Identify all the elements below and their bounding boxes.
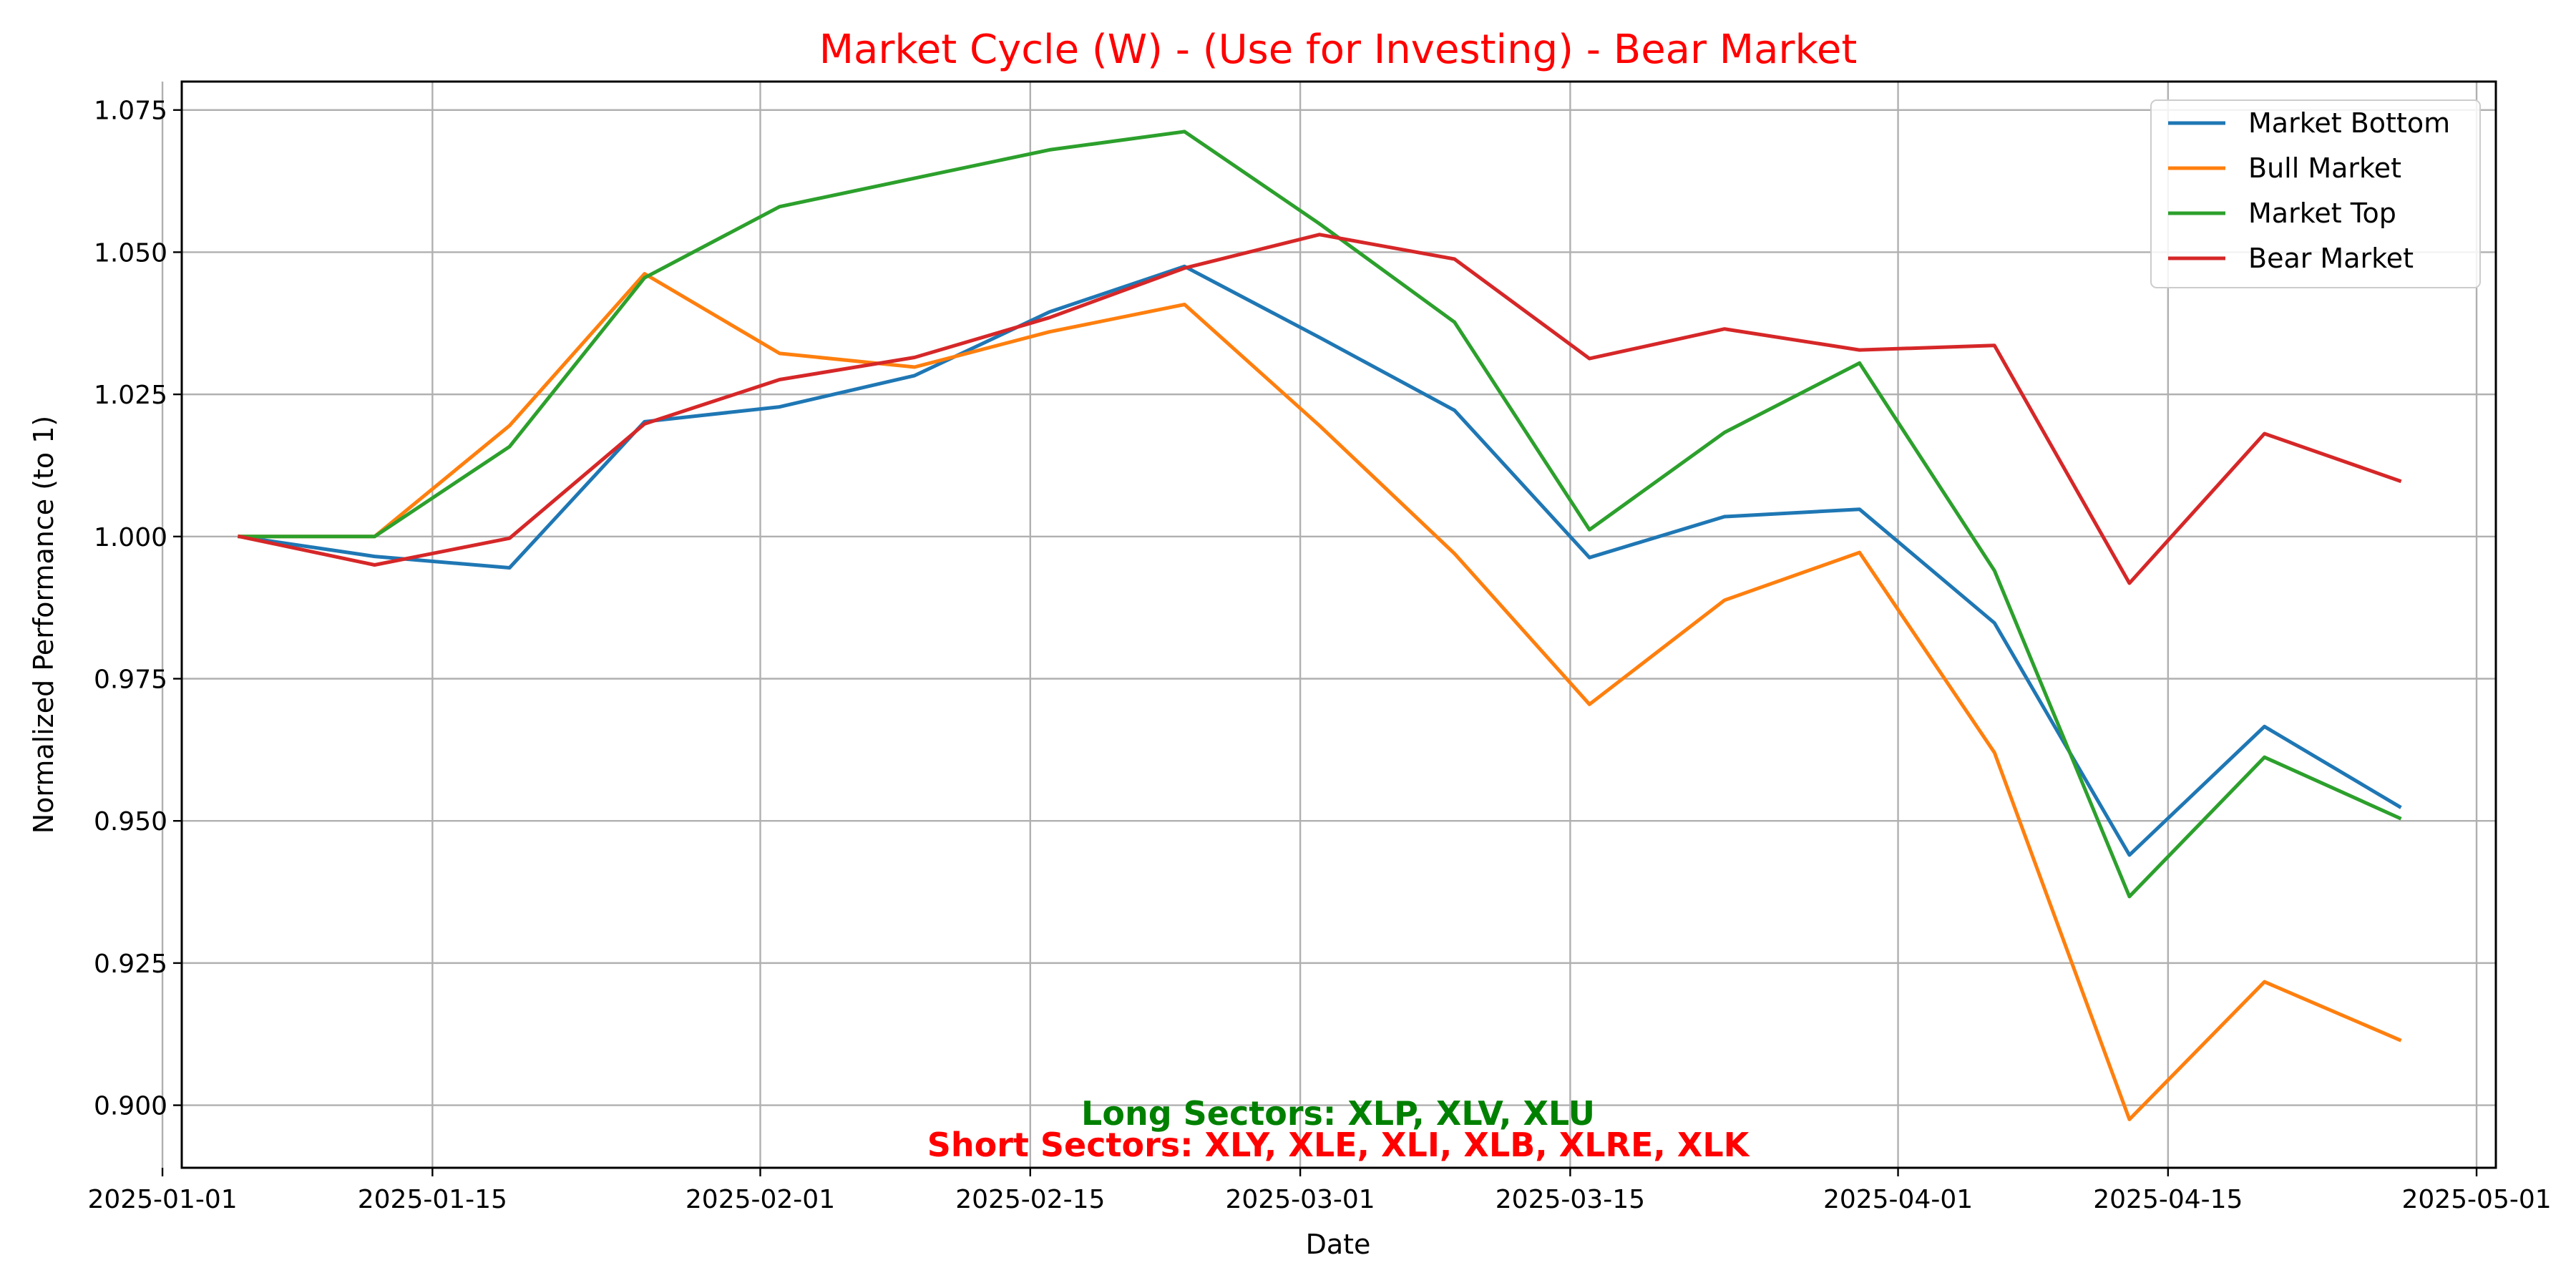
x-tick-label: 2025-04-01 — [1823, 1185, 1973, 1214]
x-tick-label: 2025-05-01 — [2401, 1185, 2551, 1214]
long-sectors-annotation: Long Sectors: XLP, XLV, XLU — [1081, 1094, 1595, 1133]
legend-label-bear-market: Bear Market — [2248, 243, 2414, 274]
series-line-bull-market — [238, 272, 2402, 1121]
legend: Market Bottom Bull Market Market Top Bear M… — [2150, 99, 2481, 288]
legend-label-market-top: Market Top — [2248, 197, 2396, 229]
short-sectors-annotation: Short Sectors: XLY, XLE, XLI, XLB, XLRE,… — [927, 1126, 1751, 1164]
x-tick-label: 2025-03-15 — [1496, 1185, 1645, 1214]
y-tick-label: 0.975 — [94, 665, 167, 695]
y-tick-label: 0.950 — [94, 807, 167, 836]
x-tick-label: 2025-03-01 — [1225, 1185, 1375, 1214]
legend-label-market-bottom: Market Bottom — [2248, 107, 2450, 139]
x-tick-label: 2025-01-01 — [87, 1185, 237, 1214]
x-tick-label: 2025-01-15 — [358, 1185, 507, 1214]
y-axis-label: Normalized Performance (to 1) — [28, 416, 59, 834]
x-tick-label: 2025-04-15 — [2093, 1185, 2243, 1214]
y-tick-label: 0.900 — [94, 1092, 167, 1121]
x-tick-label: 2025-02-15 — [955, 1185, 1105, 1214]
x-axis-ticks: 2025-01-01 2025-01-15 2025-02-01 2025-02-15… — [87, 1168, 2552, 1214]
y-tick-label: 1.050 — [94, 238, 167, 268]
y-tick-label: 1.025 — [94, 381, 167, 410]
y-tick-label: 0.925 — [94, 950, 167, 979]
y-tick-label: 1.075 — [94, 97, 167, 126]
series-line-market-top — [238, 130, 2402, 899]
chart-title: Market Cycle (W) - (Use for Investing) -… — [819, 26, 1858, 73]
y-axis-ticks: 0.900 0.925 0.950 0.975 1.000 1.025 1.050 1.075 — [94, 97, 182, 1121]
x-axis-label: Date — [1306, 1229, 1371, 1260]
x-tick-label: 2025-02-01 — [686, 1185, 835, 1214]
series-line-bear-market — [237, 233, 2402, 585]
series-lines — [237, 130, 2402, 1121]
series-line-market-bottom — [238, 264, 2402, 857]
y-tick-label: 1.000 — [94, 523, 167, 552]
plot-frame — [180, 80, 2497, 1169]
legend-label-bull-market: Bull Market — [2248, 152, 2401, 184]
legend-box — [2150, 99, 2481, 288]
